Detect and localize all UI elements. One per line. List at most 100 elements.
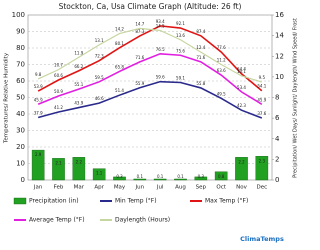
data-label: 0.1	[177, 174, 184, 179]
data-label: 55.8	[196, 81, 205, 86]
y2-tick-label: 12	[275, 52, 284, 60]
y-tick-label: 0	[21, 176, 25, 184]
legend-label: Daylength (Hours)	[115, 217, 170, 224]
bar	[174, 178, 187, 181]
y2-tick-label: 8	[275, 94, 279, 102]
y2-tick-label: 2	[275, 155, 279, 163]
y-tick-label: 20	[16, 143, 25, 151]
data-label: 75.6	[176, 48, 185, 53]
legend-swatch	[13, 197, 27, 205]
data-label: 80.1	[115, 41, 124, 46]
data-label: 2.2	[238, 159, 245, 164]
data-label: 55.1	[74, 82, 83, 87]
legend-label: Average Temp (°F)	[29, 217, 85, 224]
data-label: 65.8	[115, 64, 124, 69]
y-tick-label: 70	[16, 61, 25, 69]
data-label: 92.1	[176, 21, 185, 26]
y-tick-label: 50	[16, 94, 25, 102]
x-tick-label: Jul	[156, 185, 164, 191]
data-label: 10.1	[237, 69, 246, 74]
data-label: 2.2	[76, 159, 83, 164]
x-tick-label: Dec	[257, 185, 268, 191]
data-label: 11.9	[74, 50, 83, 55]
data-label: 46.6	[95, 96, 104, 101]
x-tick-label: Jan	[33, 185, 43, 191]
bar	[113, 176, 126, 181]
y-tick-label: 40	[16, 110, 25, 118]
legend-label: Min Temp (°F)	[115, 198, 157, 205]
data-label: 87.4	[196, 29, 205, 34]
data-label: 13.1	[95, 38, 104, 43]
series-line	[37, 25, 263, 92]
y-tick-label: 90	[16, 28, 25, 36]
data-label: 2.1	[55, 160, 62, 165]
data-label: 0.3	[198, 174, 205, 179]
data-label: 10.7	[54, 63, 63, 68]
data-label: 59.6	[156, 75, 165, 80]
data-label: 11.2	[217, 58, 226, 63]
legend-label: Max Temp (°F)	[205, 198, 248, 205]
series-line	[37, 52, 263, 106]
data-label: 42.3	[237, 103, 246, 108]
bar	[31, 149, 45, 181]
y2-tick-label: 0	[275, 176, 279, 184]
x-tick-label: May	[114, 185, 126, 191]
bar	[52, 158, 65, 181]
x-tick-label: Mar	[74, 185, 85, 191]
data-label: 2.9	[35, 152, 42, 157]
data-label: 59.1	[176, 75, 185, 80]
data-label: 37.6	[257, 111, 266, 116]
series-line	[37, 27, 263, 83]
data-label: 2.3	[259, 158, 266, 163]
data-label: 13.6	[176, 33, 185, 38]
data-label: 0.1	[137, 174, 144, 179]
data-label: 0.8	[218, 174, 225, 179]
data-label: 50.9	[54, 89, 63, 94]
x-tick-label: Jun	[135, 185, 145, 191]
y-axis-label: Temperatures/ Relative Humidity	[4, 52, 10, 144]
data-label: 59.5	[95, 75, 104, 80]
data-label: 71.6	[196, 55, 205, 60]
data-label: 63.6	[217, 68, 226, 73]
data-label: 12.4	[196, 45, 205, 50]
data-label: 60.6	[54, 73, 63, 78]
data-label: 53.9	[34, 84, 43, 89]
bar	[235, 157, 248, 181]
series-line	[37, 80, 263, 119]
y-tick-label: 10	[16, 160, 25, 168]
data-label: 87.3	[135, 29, 144, 34]
bar	[133, 178, 147, 181]
watermark: ClimaTemps	[240, 235, 284, 243]
y2-tick-label: 14	[275, 32, 284, 40]
x-tick-label: Sep	[196, 185, 207, 191]
data-label: 41.2	[54, 105, 63, 110]
y-tick-label: 60	[16, 77, 25, 85]
data-label: 9.8	[35, 72, 42, 77]
x-tick-label: Feb	[54, 185, 64, 191]
data-label: 14.7	[135, 21, 144, 26]
data-label: 45.9	[34, 97, 43, 102]
x-tick-label: Aug	[175, 185, 186, 191]
y-tick-label: 80	[16, 44, 25, 52]
chart: Stockton, Ca, Usa Climate Graph (Altitud…	[4, 2, 299, 243]
data-label: 0.1	[157, 174, 164, 179]
data-label: 51.4	[115, 88, 124, 93]
x-tick-label: Oct	[216, 185, 226, 191]
data-label: 66.2	[74, 64, 83, 69]
data-label: 1.1	[96, 171, 103, 176]
data-label: 9.5	[259, 75, 266, 80]
y2-tick-label: 16	[275, 11, 284, 19]
legend-label: Precipitation (in)	[29, 198, 79, 205]
data-label: 53.4	[237, 85, 246, 90]
y2-tick-label: 10	[275, 73, 284, 81]
data-label: 14.2	[115, 27, 124, 32]
data-label: 45.9	[257, 97, 266, 102]
data-label: 72.3	[95, 54, 104, 59]
data-label: 37.9	[34, 110, 43, 115]
y2-tick-label: 4	[275, 135, 280, 143]
data-label: 76.5	[156, 47, 165, 52]
x-tick-label: Apr	[94, 185, 104, 191]
bar	[92, 168, 106, 181]
y-tick-label: 100	[12, 11, 25, 19]
y2-tick-label: 6	[275, 114, 280, 122]
